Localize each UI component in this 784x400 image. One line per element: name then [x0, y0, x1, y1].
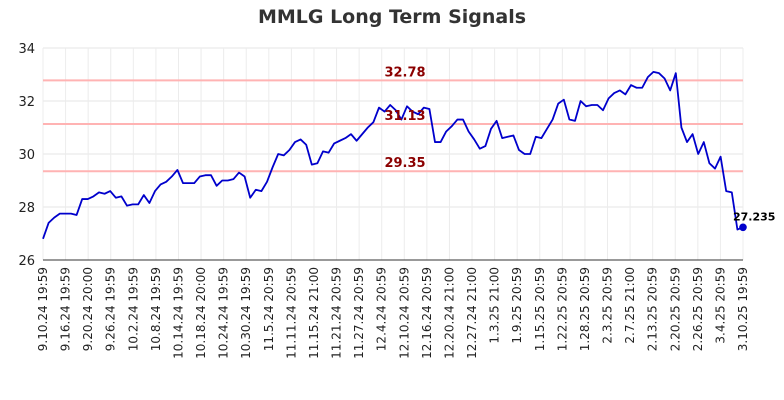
x-tick-label: 2.3.25 20:59 [601, 267, 615, 344]
x-tick-label: 10.14.24 19:59 [171, 267, 185, 359]
x-tick-label: 3.4.25 20:59 [713, 267, 727, 344]
y-tick-label: 34 [18, 42, 35, 57]
x-tick-label: 9.16.24 19:59 [59, 267, 73, 351]
x-tick-label: 12.27.24 21:00 [465, 267, 479, 359]
y-tick-label: 30 [18, 148, 35, 163]
y-tick-label: 32 [18, 95, 35, 110]
x-tick-label: 11.27.24 20:59 [352, 267, 366, 359]
x-tick-label: 10.18.24 20:00 [194, 267, 208, 359]
x-tick-label: 1.3.25 21:00 [488, 267, 502, 344]
x-tick-label: 1.28.25 20:59 [578, 267, 592, 351]
x-tick-label: 10.24.24 19:59 [217, 267, 231, 359]
last-value-label: 27.235 [733, 210, 775, 223]
x-tick-label: 11.21.24 20:59 [330, 267, 344, 359]
x-tick-label: 9.26.24 19:59 [104, 267, 118, 351]
signal-label: 29.35 [384, 156, 425, 171]
x-tick-label: 12.20.24 21:00 [442, 267, 456, 359]
signal-lines [43, 79, 743, 173]
x-tick-label: 11.5.24 20:59 [262, 267, 276, 351]
x-tick-label: 1.22.25 20:59 [555, 267, 569, 351]
annotations: 27.235 32.78 31.13 29.35 [384, 65, 775, 223]
x-tick-label: 11.11.24 20:59 [284, 267, 298, 359]
series-line [42, 70, 744, 240]
y-tick-label: 26 [18, 254, 35, 269]
grid [42, 47, 744, 261]
x-tick-label: 10.30.24 19:59 [239, 267, 253, 359]
signal-label: 31.13 [384, 109, 425, 124]
price-series [42, 70, 747, 240]
x-tick-label: 11.15.24 21:00 [307, 267, 321, 359]
x-tick-label: 2.26.25 20:59 [691, 267, 705, 351]
x-tick-label: 9.10.24 19:59 [36, 267, 50, 351]
last-point-marker [739, 223, 747, 232]
axes: 26 28 30 32 34 9.10.24 19:59 9.16.24 19:59 9.20… [18, 42, 750, 359]
x-tick-label: 3.10.25 19:59 [736, 267, 750, 351]
x-tick-label: 12.16.24 20:59 [420, 267, 434, 359]
x-tick-label: 1.15.25 20:59 [533, 267, 547, 351]
x-tick-label: 10.8.24 19:59 [149, 267, 163, 351]
x-tick-label: 12.10.24 20:59 [397, 267, 411, 359]
x-tick-label: 2.20.25 20:59 [668, 267, 682, 351]
y-tick-label: 28 [18, 201, 35, 216]
x-tick-label: 1.9.25 20:59 [510, 267, 524, 344]
x-tick-label: 9.20.24 20:00 [81, 267, 95, 351]
chart-title: MMLG Long Term Signals [257, 6, 527, 28]
x-tick-label: 12.4.24 20:59 [375, 267, 389, 351]
x-tick-label: 10.2.24 19:59 [126, 267, 140, 351]
signal-label: 32.78 [384, 65, 425, 80]
x-tick-label: 2.13.25 20:59 [646, 267, 660, 351]
x-tick-label: 2.7.25 21:00 [623, 267, 637, 344]
